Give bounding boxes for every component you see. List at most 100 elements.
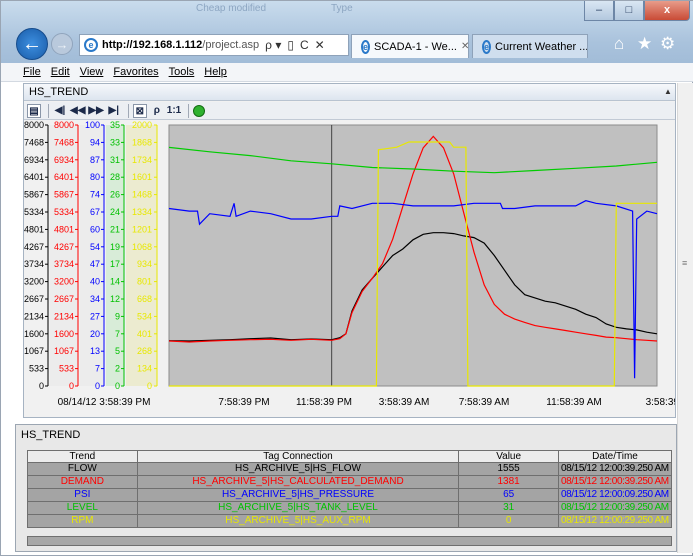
scroll-up-icon[interactable]: ▲ bbox=[664, 87, 672, 96]
tab-weather[interactable]: e Current Weather ... bbox=[472, 34, 588, 58]
y-tick-label: 668 bbox=[137, 294, 152, 304]
table-row[interactable]: RPM HS_ARCHIVE_5|HS_AUX_RPM 0 08/15/12 12:0… bbox=[27, 514, 673, 528]
y-tick-label: 1601 bbox=[132, 172, 152, 182]
page-scrollbar[interactable]: ≡ bbox=[677, 83, 693, 553]
menu-bar: File Edit View Favorites Tools Help bbox=[1, 63, 693, 82]
forward-button[interactable]: → bbox=[51, 33, 73, 55]
y-tick-label: 6401 bbox=[24, 172, 44, 182]
ie-page-icon: e bbox=[84, 38, 98, 52]
table-row[interactable]: LEVEL HS_ARCHIVE_5|HS_TANK_LEVEL 31 08/15/1… bbox=[27, 501, 673, 515]
tag-grid-title: HS_TREND bbox=[21, 429, 81, 441]
y-tick-label: 4267 bbox=[54, 242, 74, 252]
axis-band bbox=[80, 125, 104, 386]
stop-icon[interactable]: ✕ bbox=[314, 38, 325, 52]
refresh-icon[interactable]: C bbox=[299, 38, 309, 52]
gear-icon[interactable]: ⚙ bbox=[660, 34, 676, 53]
menu-tools[interactable]: Tools bbox=[168, 66, 195, 78]
y-tick-label: 4267 bbox=[24, 242, 44, 252]
y-tick-label: 4801 bbox=[54, 224, 74, 234]
cell-date: 08/15/12 12:00:39.250 AM bbox=[557, 462, 673, 476]
y-tick-label: 3734 bbox=[54, 259, 74, 269]
y-tick-label: 26 bbox=[110, 190, 120, 200]
scroll-grip-icon[interactable]: ≡ bbox=[682, 258, 688, 268]
col-header-value[interactable]: Value bbox=[458, 450, 559, 463]
menu-view[interactable]: View bbox=[79, 66, 104, 78]
properties-icon[interactable]: ▤ bbox=[27, 103, 41, 118]
minimize-button[interactable]: – bbox=[584, 1, 614, 21]
menu-file[interactable]: File bbox=[23, 66, 41, 78]
y-tick-label: 2000 bbox=[132, 121, 152, 130]
y-tick-label: 0 bbox=[115, 381, 120, 391]
table-row[interactable]: DEMAND HS_ARCHIVE_5|HS_CALCULATED_DEMAND 1… bbox=[27, 475, 673, 489]
cell-value: 1555 bbox=[458, 462, 559, 476]
menu-edit[interactable]: Edit bbox=[50, 66, 70, 78]
zoom-box-icon[interactable]: ⊠ bbox=[132, 103, 147, 118]
live-status-icon[interactable] bbox=[193, 104, 206, 117]
y-tick-label: 9 bbox=[115, 311, 120, 321]
y-tick-label: 7 bbox=[115, 329, 120, 339]
jump-end-icon[interactable]: ▶| bbox=[108, 104, 120, 116]
close-button[interactable]: x bbox=[644, 1, 690, 21]
zoom-reset-icon[interactable]: 1:1 bbox=[166, 104, 182, 116]
y-tick-label: 87 bbox=[90, 155, 100, 165]
x-tick-label: 3:58:39 P bbox=[646, 397, 675, 408]
tag-grid-body: FLOW HS_ARCHIVE_5|HS_FLOW 1555 08/15/12 12:… bbox=[27, 462, 673, 528]
menu-help[interactable]: Help bbox=[204, 66, 227, 78]
y-tick-label: 7468 bbox=[54, 137, 74, 147]
trend-panel-title: HS_TREND bbox=[24, 84, 675, 101]
col-header-tag[interactable]: Tag Connection bbox=[136, 450, 460, 463]
y-tick-label: 5867 bbox=[54, 190, 74, 200]
fast-forward-icon[interactable]: ▶▶ bbox=[88, 104, 104, 116]
y-tick-label: 1468 bbox=[132, 190, 152, 200]
y-tick-label: 8000 bbox=[24, 121, 44, 130]
ie-tab-icon: e bbox=[482, 39, 492, 54]
maximize-button[interactable]: □ bbox=[614, 1, 644, 21]
tab-weather-label: Current Weather ... bbox=[495, 40, 588, 53]
axis-band bbox=[126, 125, 157, 386]
col-header-trend[interactable]: Trend bbox=[27, 450, 138, 463]
cell-value: 0 bbox=[458, 514, 559, 528]
table-row[interactable]: PSI HS_ARCHIVE_5|HS_PRESSURE 65 08/15/12 12… bbox=[27, 488, 673, 502]
y-tick-label: 7 bbox=[95, 364, 100, 374]
y-tick-label: 934 bbox=[137, 259, 152, 269]
jump-start-icon[interactable]: ◀| bbox=[54, 104, 66, 116]
tab-scada-label: SCADA-1 - We... bbox=[374, 40, 457, 53]
cell-trend: FLOW bbox=[27, 462, 138, 476]
url-host: http://192.168.1.112 bbox=[102, 39, 203, 51]
menu-favorites[interactable]: Favorites bbox=[113, 66, 159, 78]
y-tick-label: 6934 bbox=[24, 155, 44, 165]
tab-scada[interactable]: e SCADA-1 - We... ✕ bbox=[351, 34, 469, 58]
y-tick-label: 67 bbox=[90, 207, 100, 217]
home-icon[interactable]: ⌂ bbox=[614, 34, 625, 53]
rewind-icon[interactable]: ◀◀ bbox=[70, 104, 86, 116]
trend-chart[interactable]: 8000746869346401586753344801426737343200… bbox=[24, 121, 675, 417]
cell-trend: PSI bbox=[27, 488, 138, 502]
x-tick-label: 11:58:39 AM bbox=[546, 397, 601, 408]
search-dropdown-icon[interactable]: ρ ▾ bbox=[265, 38, 282, 52]
table-row[interactable]: FLOW HS_ARCHIVE_5|HS_FLOW 1555 08/15/12 12:… bbox=[27, 462, 673, 476]
cell-date: 08/15/12 12:00:39.250 AM bbox=[557, 501, 673, 515]
col-header-date[interactable]: Date/Time bbox=[557, 450, 673, 463]
tab-close-icon[interactable]: ✕ bbox=[460, 41, 469, 52]
cell-value: 1381 bbox=[458, 475, 559, 489]
title-bar: Cheap modified Type – □ x ← → e http://1… bbox=[1, 1, 693, 71]
trend-panel: HS_TREND ▲ ▤ ◀| ◀◀ ▶▶ ▶| ⊠ ρ 1:1 8000 746… bbox=[23, 83, 676, 418]
y-tick-label: 1600 bbox=[24, 329, 44, 339]
cell-tag: HS_ARCHIVE_5|HS_CALCULATED_DEMAND bbox=[136, 475, 460, 489]
compat-view-icon[interactable]: ▯ bbox=[287, 38, 294, 52]
y-tick-label: 5334 bbox=[54, 207, 74, 217]
y-tick-label: 4801 bbox=[24, 224, 44, 234]
tag-grid-table: Trend Tag Connection Value Date/Time FLO… bbox=[27, 450, 673, 528]
ie-tab-icon: e bbox=[361, 39, 371, 54]
y-tick-label: 6401 bbox=[54, 172, 74, 182]
address-bar[interactable]: e http://192.168.1.112 /project.asp ρ ▾ … bbox=[79, 34, 349, 56]
back-button[interactable]: ← bbox=[16, 28, 48, 60]
star-icon[interactable]: ★ bbox=[637, 34, 653, 53]
zoom-icon[interactable]: ρ bbox=[153, 104, 160, 116]
tag-grid-footer bbox=[27, 536, 672, 546]
x-tick-label: 11:58:39 PM bbox=[296, 397, 352, 408]
x-tick-label: 7:58:39 AM bbox=[459, 397, 510, 408]
trend-toolbar: ▤ ◀| ◀◀ ▶▶ ▶| ⊠ ρ 1:1 bbox=[24, 102, 675, 120]
y-tick-label: 401 bbox=[137, 329, 152, 339]
